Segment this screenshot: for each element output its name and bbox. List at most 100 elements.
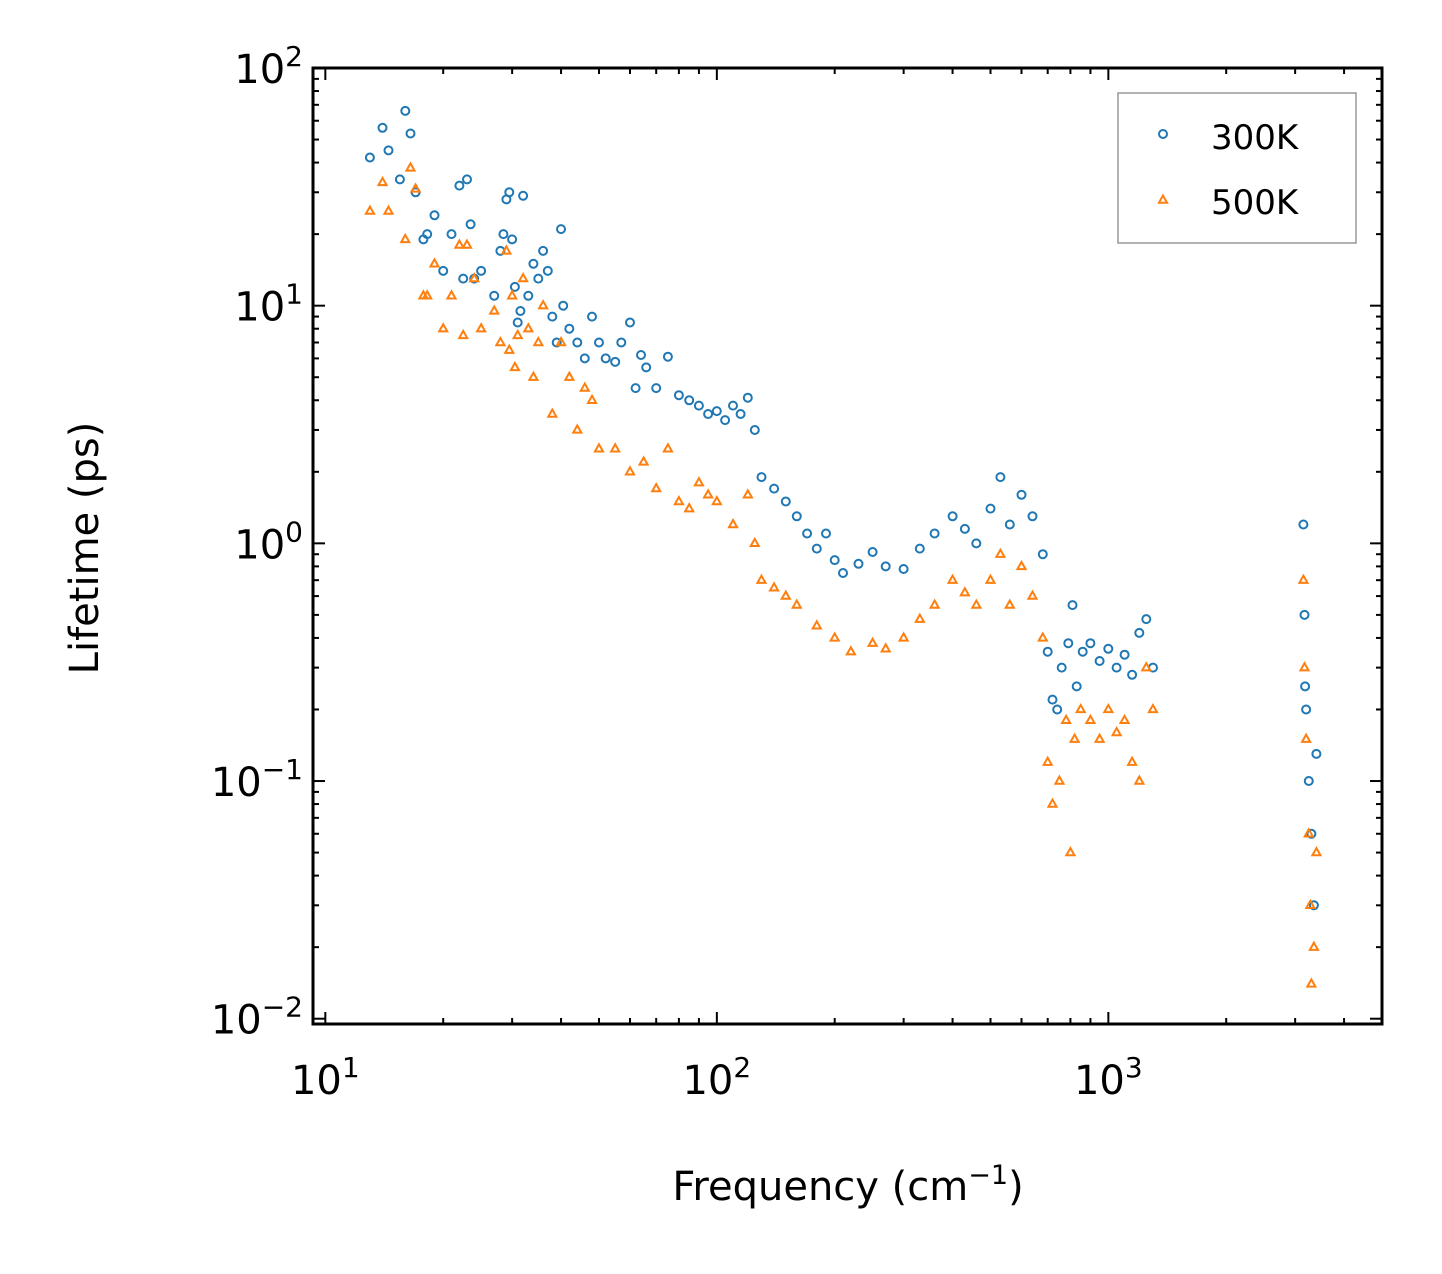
data-point-500k <box>650 482 662 493</box>
data-point-500k <box>1041 755 1054 766</box>
data-point-500k <box>468 272 480 283</box>
data-point-300k <box>703 409 714 419</box>
data-point-500k <box>404 161 417 172</box>
data-point-300k <box>811 543 822 554</box>
data-point-300k <box>735 409 746 419</box>
y-tick-label: 10−2 <box>211 991 303 1044</box>
tick-layer: 101 102 103 10−2 10−1 100 101 102 <box>211 40 1382 1104</box>
data-point-300k <box>507 234 518 245</box>
data-point-500k <box>1053 774 1066 785</box>
data-point-300k <box>594 337 604 348</box>
data-point-300k <box>947 511 958 522</box>
data-point-300k <box>564 323 575 334</box>
legend-box <box>1117 92 1357 244</box>
data-point-500k <box>1026 589 1039 600</box>
data-point-500k <box>1074 702 1087 714</box>
data-point-300k <box>377 122 388 133</box>
data-point-300k <box>630 383 641 394</box>
data-point-300k <box>625 317 635 328</box>
data-point-500k <box>970 598 983 609</box>
data-point-500k <box>563 370 576 381</box>
data-point-500k <box>461 238 473 249</box>
data-point-500k <box>1110 725 1123 737</box>
data-point-300k <box>405 128 416 139</box>
x-tick-label: 103 <box>1074 1051 1143 1104</box>
data-point-300k <box>1300 681 1311 692</box>
data-point-300k <box>556 224 566 235</box>
data-point-500k <box>768 581 780 592</box>
data-point-300k <box>711 406 722 417</box>
data-point-500k <box>522 322 535 333</box>
data-point-300k <box>756 472 767 483</box>
data-point-300k <box>1004 519 1015 530</box>
data-point-300k <box>1134 627 1145 638</box>
x-tick-label: 102 <box>682 1051 751 1104</box>
data-point-500k <box>503 343 516 354</box>
data-point-500k <box>742 488 754 499</box>
data-point-300k <box>579 353 590 364</box>
data-point-500k <box>683 502 695 513</box>
data-point-500k <box>866 636 879 647</box>
data-point-500k <box>399 232 412 244</box>
data-point-500k <box>1305 977 1318 988</box>
data-point-500k <box>780 589 792 600</box>
data-point-300k <box>1047 694 1058 705</box>
y-tick-label: 101 <box>234 278 303 331</box>
data-point-300k <box>838 568 848 578</box>
data-point-500k <box>928 598 941 609</box>
data-point-500k <box>409 182 422 193</box>
data-point-300k <box>829 555 840 566</box>
data-point-300k <box>528 258 539 269</box>
data-point-300k <box>1056 662 1067 673</box>
data-point-500k <box>1297 573 1310 584</box>
data-point-300k <box>551 337 562 348</box>
data-point-300k <box>971 538 982 549</box>
data-point-300k <box>458 273 469 284</box>
data-point-300k <box>1094 656 1105 666</box>
data-point-300k <box>515 306 526 316</box>
legend-marker-500k <box>1157 193 1169 204</box>
data-point-500k <box>546 407 559 418</box>
data-point-300k <box>651 383 662 394</box>
data-point-300k <box>780 496 791 507</box>
data-point-500k <box>790 598 803 609</box>
data-point-500k <box>811 619 823 630</box>
data-point-500k <box>437 322 449 333</box>
data-point-500k <box>662 442 674 453</box>
data-point-300k <box>914 543 925 554</box>
data-point-500k <box>1147 702 1159 714</box>
data-point-300k <box>542 265 553 276</box>
data-point-500k <box>1140 661 1153 672</box>
data-point-500k <box>727 517 739 529</box>
data-point-500k <box>1084 713 1097 725</box>
data-point-500k <box>994 547 1007 558</box>
x-tick-label: 101 <box>291 1051 360 1104</box>
data-point-300k <box>587 311 597 322</box>
data-point-300k <box>1303 776 1314 786</box>
data-point-300k <box>572 337 583 348</box>
data-point-500k <box>624 465 636 476</box>
data-point-500k <box>693 476 705 487</box>
data-point-300k <box>512 317 523 328</box>
data-point-500k <box>755 573 768 584</box>
legend: 300K 500K <box>1117 92 1357 244</box>
data-point-300k <box>880 561 891 572</box>
data-point-500k <box>555 335 567 347</box>
data-point-500k <box>845 645 857 656</box>
data-point-500k <box>579 381 591 392</box>
data-point-300k <box>1299 609 1310 620</box>
data-point-500k <box>364 204 376 215</box>
data-point-300k <box>802 528 813 539</box>
data-point-500k <box>1102 702 1115 714</box>
data-point-300k <box>558 300 569 311</box>
y-axis-title: Lifetime (ps) <box>62 422 108 675</box>
data-point-500k <box>457 328 469 340</box>
data-point-500k <box>959 586 971 597</box>
data-point-500k <box>946 573 959 584</box>
data-point-300k <box>1052 704 1063 715</box>
data-point-500k <box>879 642 892 653</box>
data-point-500k <box>1300 732 1312 743</box>
data-point-300k <box>498 229 509 240</box>
data-point-500k <box>637 455 650 466</box>
